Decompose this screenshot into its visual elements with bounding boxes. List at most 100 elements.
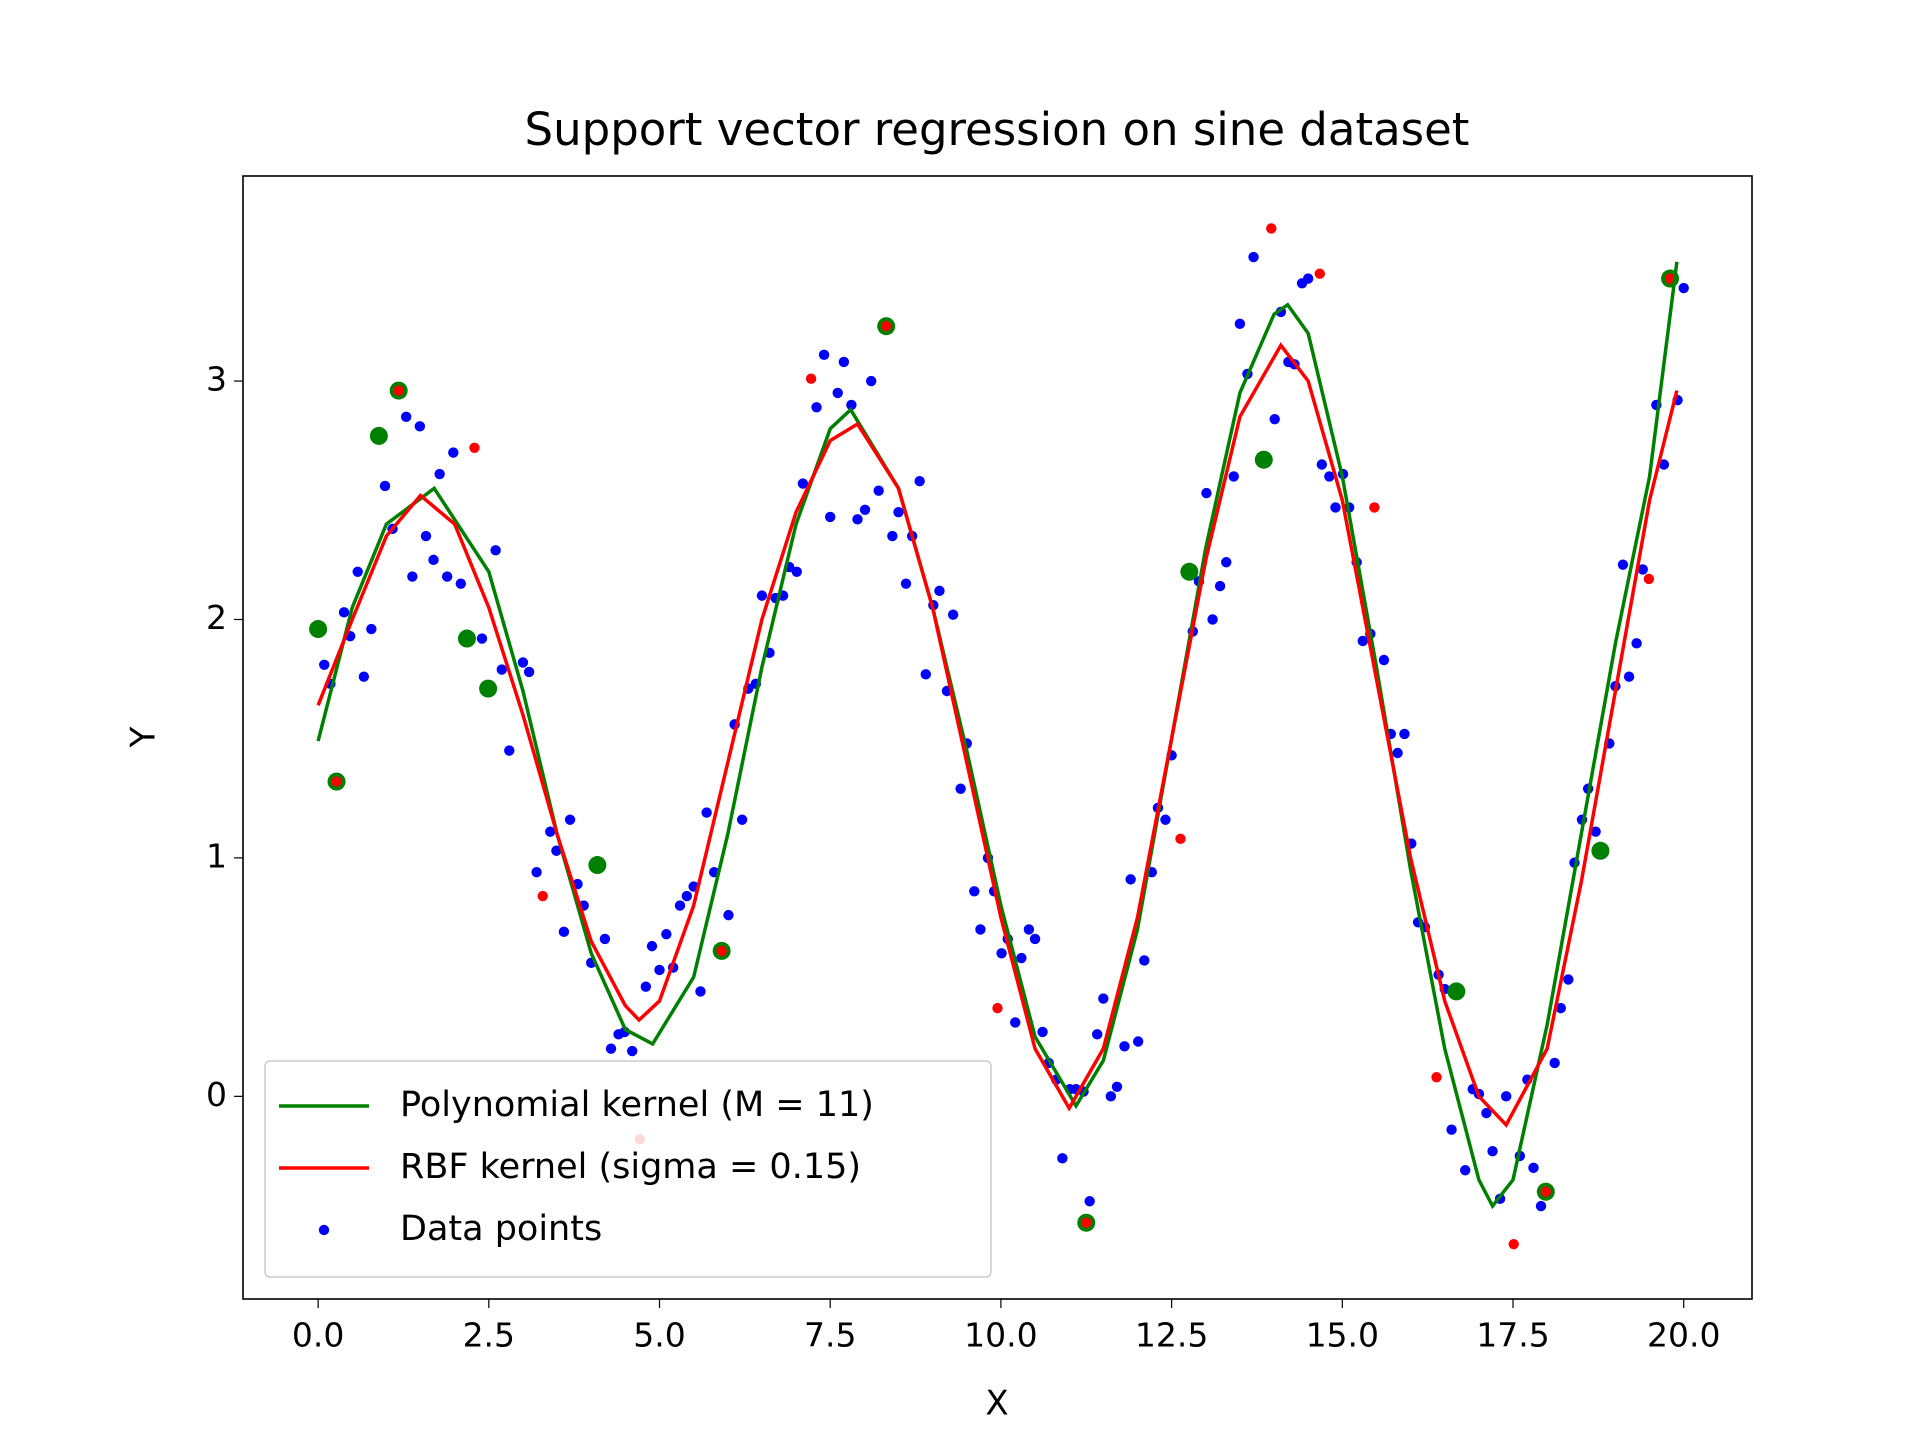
data-point bbox=[400, 411, 412, 423]
data-point bbox=[407, 571, 418, 582]
data-point bbox=[811, 402, 822, 413]
data-point bbox=[701, 807, 712, 818]
data-point bbox=[1119, 1041, 1130, 1052]
data-point bbox=[1139, 955, 1150, 966]
data-point bbox=[640, 981, 652, 992]
legend-swatch bbox=[318, 1224, 330, 1236]
data-point bbox=[1357, 635, 1369, 647]
data-point bbox=[1160, 814, 1171, 825]
plot-area bbox=[309, 223, 1689, 1250]
data-point bbox=[900, 578, 912, 589]
legend-label: Polynomial kernel (M = 11) bbox=[400, 1085, 874, 1125]
legend-label: Data points bbox=[400, 1209, 602, 1249]
data-point bbox=[1180, 562, 1199, 581]
data-point bbox=[1111, 1081, 1123, 1092]
data-point bbox=[838, 356, 850, 368]
data-point bbox=[681, 890, 693, 902]
data-point bbox=[1269, 413, 1280, 425]
data-point bbox=[1316, 459, 1328, 470]
data-point bbox=[791, 566, 802, 577]
data-point bbox=[1658, 459, 1670, 470]
data-point bbox=[517, 657, 529, 668]
data-point bbox=[661, 929, 672, 940]
data-point bbox=[531, 867, 542, 878]
data-point bbox=[420, 530, 432, 542]
x-tick-label: 17.5 bbox=[1476, 1316, 1549, 1355]
data-point bbox=[605, 1043, 617, 1054]
x-tick-label: 10.0 bbox=[964, 1316, 1037, 1355]
y-axis-label: Y bbox=[124, 726, 164, 748]
data-point bbox=[309, 620, 328, 639]
x-tick-label: 12.5 bbox=[1135, 1316, 1208, 1355]
data-point bbox=[996, 948, 1007, 959]
data-point bbox=[1081, 1217, 1092, 1228]
data-point bbox=[1555, 1002, 1567, 1014]
data-point bbox=[1623, 671, 1635, 682]
data-point bbox=[588, 856, 607, 875]
data-point bbox=[846, 399, 857, 411]
data-point bbox=[504, 745, 515, 756]
y-tick-label: 1 bbox=[206, 836, 227, 875]
data-point bbox=[797, 478, 809, 489]
legend-box bbox=[264, 1060, 992, 1278]
data-point bbox=[1637, 564, 1648, 575]
data-point bbox=[1540, 1186, 1551, 1197]
data-point bbox=[646, 940, 658, 952]
line-series bbox=[316, 342, 1679, 1128]
data-point bbox=[358, 671, 370, 682]
data-point bbox=[1016, 952, 1027, 964]
data-point bbox=[1098, 993, 1109, 1004]
data-point bbox=[490, 545, 501, 556]
data-point bbox=[455, 578, 467, 589]
data-point bbox=[479, 679, 498, 698]
data-point bbox=[1631, 638, 1642, 649]
data-point bbox=[756, 590, 768, 601]
data-point bbox=[476, 633, 488, 644]
data-point bbox=[564, 814, 576, 825]
x-axis-label: X bbox=[985, 1384, 1008, 1424]
data-point bbox=[1481, 1107, 1492, 1119]
data-point bbox=[1508, 1238, 1519, 1250]
data-point bbox=[496, 664, 507, 675]
x-tick-label: 7.5 bbox=[804, 1316, 856, 1355]
data-point bbox=[469, 442, 480, 454]
data-point bbox=[1037, 1026, 1048, 1038]
data-point bbox=[1023, 924, 1035, 935]
data-point bbox=[1487, 1145, 1498, 1157]
data-point bbox=[599, 933, 611, 945]
data-point bbox=[654, 964, 665, 976]
legend-label: RBF kernel (sigma = 0.15) bbox=[400, 1147, 861, 1187]
x-tick-label: 15.0 bbox=[1306, 1316, 1379, 1355]
data-point bbox=[1228, 471, 1239, 482]
data-point bbox=[934, 585, 945, 597]
data-point bbox=[1175, 833, 1186, 845]
data-point bbox=[955, 783, 966, 794]
data-point bbox=[969, 886, 980, 897]
data-point bbox=[434, 468, 445, 480]
x-tick-label: 5.0 bbox=[633, 1316, 685, 1355]
data-point bbox=[448, 447, 459, 458]
data-point bbox=[1057, 1153, 1068, 1164]
data-point bbox=[1084, 1196, 1095, 1207]
x-tick-label: 0.0 bbox=[292, 1316, 344, 1355]
data-point bbox=[1399, 728, 1410, 740]
data-point bbox=[457, 629, 476, 648]
data-point bbox=[825, 511, 836, 523]
data-point bbox=[893, 506, 904, 518]
data-point bbox=[1207, 614, 1218, 625]
data-point bbox=[1369, 502, 1380, 513]
data-point bbox=[1500, 1091, 1512, 1102]
data-point bbox=[331, 776, 342, 787]
data-point bbox=[805, 373, 817, 384]
line-series bbox=[316, 261, 1679, 1210]
data-point bbox=[716, 945, 727, 957]
data-point bbox=[887, 530, 898, 542]
data-point bbox=[1431, 1072, 1442, 1083]
data-point bbox=[551, 845, 562, 856]
data-point bbox=[975, 924, 986, 935]
data-point bbox=[695, 986, 706, 997]
x-tick-label: 2.5 bbox=[463, 1316, 515, 1355]
data-point bbox=[1535, 1200, 1547, 1212]
data-point bbox=[366, 623, 377, 635]
